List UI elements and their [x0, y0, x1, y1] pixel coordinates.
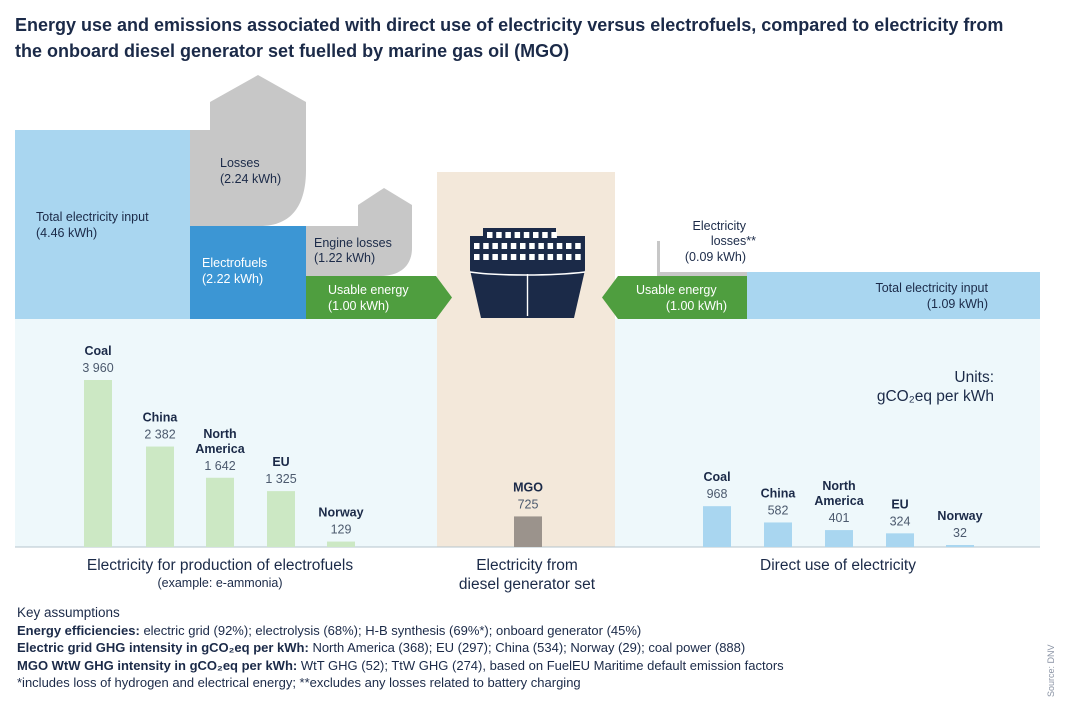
- left-total-input-label: Total electricity input: [36, 210, 149, 224]
- bar-north-america: [825, 530, 853, 547]
- grid-line: Electric grid GHG intensity in gCO₂eq pe…: [17, 639, 784, 657]
- page-title: Energy use and emissions associated with…: [15, 15, 1004, 61]
- grid-text: North America (368); EU (297); China (53…: [308, 640, 746, 655]
- group-title: Electricity for production of electrofue…: [87, 557, 353, 574]
- left-usable-energy-value: (1.00 kWh): [328, 299, 389, 313]
- right-elec-losses-value: (0.09 kWh): [685, 250, 746, 264]
- category-label: North: [203, 427, 236, 441]
- category-label: Coal: [703, 470, 730, 484]
- right-total-input-value: (1.09 kWh): [927, 297, 988, 311]
- left-electrofuels-label: Electrofuels: [202, 256, 267, 270]
- category-label: Norway: [937, 509, 982, 523]
- value-label: 725: [518, 497, 539, 511]
- left-losses-arrow: [190, 75, 306, 226]
- group-title: Electricity from: [476, 557, 578, 574]
- category-label: MGO: [513, 480, 543, 494]
- left-electrofuels-block: [190, 226, 306, 319]
- value-label: 401: [829, 511, 850, 525]
- bar-group-1: 725 MGO Electricity from diesel generator s…: [459, 480, 596, 593]
- category-label: EU: [272, 455, 289, 469]
- key-assumptions-heading: Key assumptions: [17, 605, 120, 620]
- category-label: Coal: [84, 344, 111, 358]
- bar-north-america: [206, 477, 234, 547]
- right-total-input-label: Total electricity input: [875, 281, 988, 295]
- mgo-text: WtT GHG (52); TtW GHG (274), based on Fu…: [297, 657, 784, 673]
- category-label: Norway: [318, 506, 363, 520]
- category-label: EU: [891, 497, 908, 511]
- left-total-input-value: (4.46 kWh): [36, 226, 97, 240]
- right-elec-losses-label2: losses**: [711, 234, 756, 248]
- right-total-input-block: [747, 272, 1040, 319]
- right-usable-energy-label: Usable energy: [636, 283, 717, 297]
- source-credit: Source: DNV: [1046, 644, 1056, 697]
- bar-eu: [886, 533, 914, 547]
- bar-china: [764, 522, 792, 547]
- value-label: 582: [768, 503, 789, 517]
- efficiency-line: Energy efficiencies: electric grid (92%)…: [17, 622, 784, 640]
- bar-coal: [84, 380, 112, 547]
- bar-china: [146, 446, 174, 547]
- efficiency-label: Energy efficiencies:: [17, 622, 140, 638]
- left-electrofuels-value: (2.22 kWh): [202, 272, 263, 286]
- right-usable-energy-arrow: [602, 276, 747, 319]
- units-label: Units:: [954, 369, 994, 386]
- energy-chart: Total electricity input (4.46 kWh) Losse…: [15, 75, 1040, 593]
- value-label: 3 960: [82, 361, 113, 375]
- value-label: 2 382: [144, 428, 175, 442]
- value-label: 1 325: [265, 472, 296, 486]
- efficiency-text: electric grid (92%); electrolysis (68%);…: [139, 622, 642, 638]
- left-engine-losses-arrow: [306, 188, 412, 276]
- grid-label: Electric grid GHG intensity in gCO₂eq pe…: [17, 640, 309, 655]
- left-losses-value: (2.24 kWh): [220, 172, 281, 186]
- right-elec-losses-label: Electricity: [693, 219, 747, 233]
- group-subtitle: (example: e-ammonia): [157, 576, 282, 590]
- group-title: Direct use of electricity: [760, 557, 916, 574]
- category-label: America: [195, 442, 245, 456]
- category-label: North: [822, 479, 855, 493]
- footnote: *includes loss of hydrogen and electrica…: [17, 675, 581, 690]
- value-label: 324: [890, 514, 911, 528]
- units-value: gCO₂eq per kWh: [877, 388, 994, 405]
- right-usable-energy-value: (1.00 kWh): [666, 299, 727, 313]
- value-label: 968: [707, 487, 728, 501]
- mgo-label: MGO WtW GHG intensity in gCO₂eq per kWh:: [17, 657, 298, 673]
- key-assumptions: Key assumptions Energy efficiencies: ele…: [17, 604, 784, 692]
- value-label: 129: [331, 523, 352, 537]
- ship-icon: [469, 228, 586, 318]
- category-label: China: [143, 411, 179, 425]
- group-title: diesel generator set: [459, 576, 596, 593]
- bar-coal: [703, 506, 731, 547]
- bar-norway: [327, 541, 355, 547]
- left-total-input-block: [15, 130, 190, 319]
- left-engine-losses-label: Engine losses: [314, 236, 392, 250]
- value-label: 32: [953, 526, 967, 540]
- bar-mgo: [514, 516, 542, 547]
- bar-norway: [946, 545, 974, 547]
- left-losses-label: Losses: [220, 156, 260, 170]
- bar-eu: [267, 491, 295, 547]
- left-usable-energy-label: Usable energy: [328, 283, 409, 297]
- category-label: China: [761, 486, 797, 500]
- left-engine-losses-value: (1.22 kWh): [314, 251, 375, 265]
- left-usable-energy-arrow: [306, 276, 452, 319]
- value-label: 1 642: [204, 459, 235, 473]
- right-elec-losses-line: [657, 241, 747, 276]
- mgo-line: MGO WtW GHG intensity in gCO₂eq per kWh:…: [17, 657, 784, 675]
- category-label: America: [814, 494, 864, 508]
